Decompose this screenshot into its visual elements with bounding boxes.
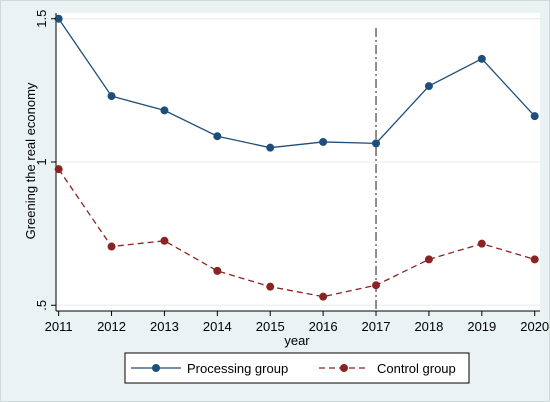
data-point-control <box>319 292 328 301</box>
legend-label-control: Control group <box>377 361 456 376</box>
legend-marker-processing <box>152 364 160 372</box>
data-point-control <box>266 282 275 291</box>
x-tick-label: 2017 <box>362 319 391 334</box>
y-tick-label: .5 <box>34 300 49 311</box>
data-point-processing <box>530 112 539 121</box>
data-point-processing <box>213 132 222 141</box>
x-axis-label: year <box>284 333 310 348</box>
x-tick-label: 2011 <box>45 319 73 334</box>
data-point-control <box>213 266 222 275</box>
y-tick-label: 1.5 <box>34 10 49 28</box>
data-point-control <box>160 236 169 245</box>
x-tick-label: 2018 <box>414 319 443 334</box>
x-tick-label: 2012 <box>97 319 126 334</box>
x-tick-label: 2014 <box>203 319 232 334</box>
tick-group: .5 1 1.5 2011 2012 2013 2014 2015 2016 2017 2018 20… <box>34 10 549 334</box>
data-point-processing <box>160 106 169 115</box>
x-tick-label: 2015 <box>256 319 285 334</box>
gridlines <box>56 18 540 306</box>
data-point-control <box>477 239 486 248</box>
data-point-processing <box>107 92 116 101</box>
series-group <box>54 14 539 301</box>
legend-box <box>124 352 470 384</box>
data-point-processing <box>424 82 433 91</box>
legend: Processing group Control group <box>124 352 470 384</box>
x-tick-label: 2019 <box>467 319 496 334</box>
data-point-processing <box>54 14 63 23</box>
data-point-control <box>372 281 381 290</box>
legend-label-processing: Processing group <box>187 361 288 376</box>
series-line-processing <box>58 18 536 149</box>
data-point-control <box>530 255 539 264</box>
data-point-control <box>54 165 63 174</box>
y-axis-label: Greening the real economy <box>23 82 38 239</box>
data-point-processing <box>477 54 486 63</box>
x-tick-label: 2016 <box>309 319 338 334</box>
y-tick-label: 1 <box>34 158 49 165</box>
data-point-control <box>424 255 433 264</box>
data-point-processing <box>266 143 275 152</box>
data-point-processing <box>319 137 328 146</box>
legend-marker-control <box>340 364 348 372</box>
x-tick-label: 2013 <box>150 319 179 334</box>
series-line-control <box>58 168 535 298</box>
data-point-control <box>107 242 116 251</box>
x-tick-label: 2020 <box>520 319 549 334</box>
data-point-processing <box>372 139 381 148</box>
